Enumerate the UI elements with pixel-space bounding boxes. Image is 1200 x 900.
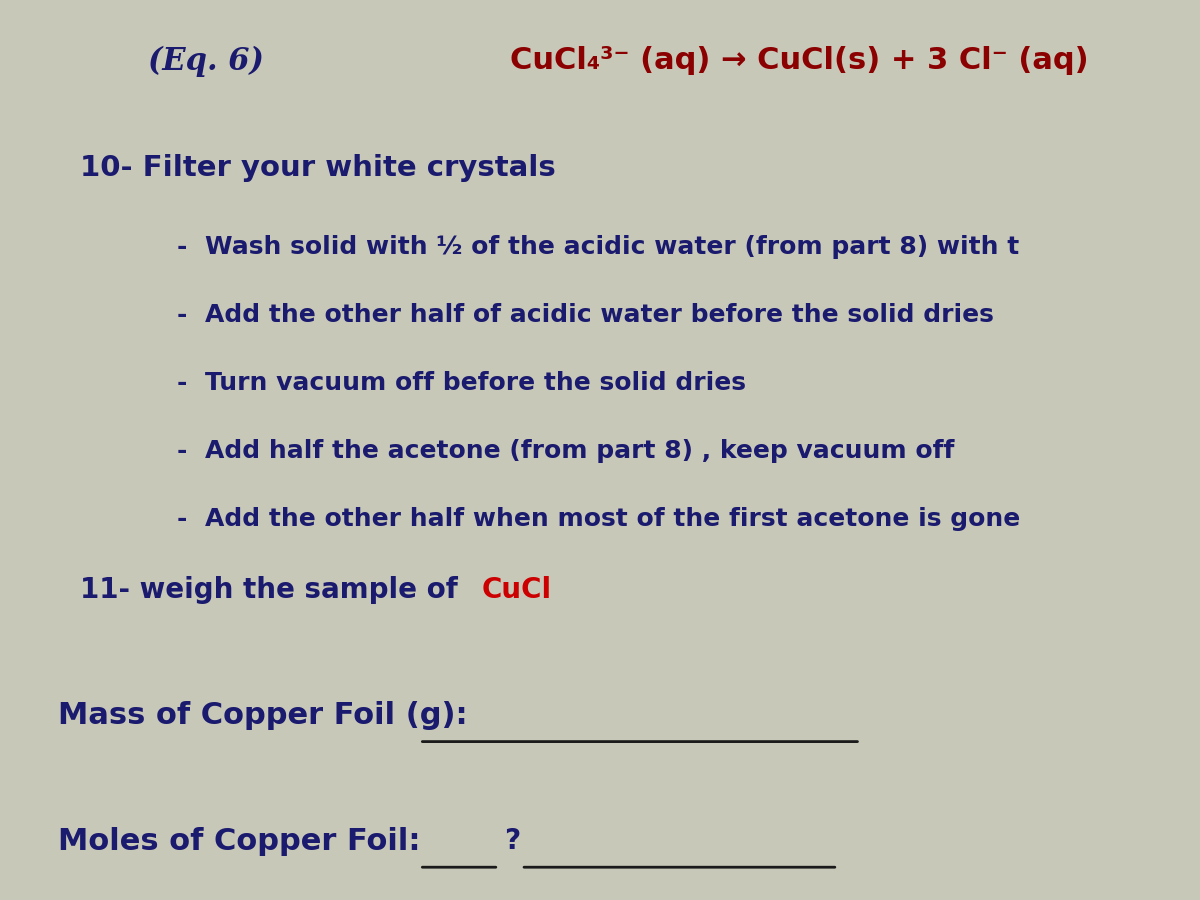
Text: ?: ? xyxy=(504,827,521,855)
Text: Add the other half when most of the first acetone is gone: Add the other half when most of the firs… xyxy=(205,508,1020,531)
Text: 11- weigh the sample of: 11- weigh the sample of xyxy=(80,576,468,604)
Text: -: - xyxy=(176,371,187,395)
Text: Add half the acetone (from part 8) , keep vacuum off: Add half the acetone (from part 8) , kee… xyxy=(205,439,954,464)
Text: -: - xyxy=(176,508,187,531)
Text: 10- Filter your white crystals: 10- Filter your white crystals xyxy=(80,154,557,182)
Text: Moles of Copper Foil:: Moles of Copper Foil: xyxy=(58,827,420,856)
Text: Turn vacuum off before the solid dries: Turn vacuum off before the solid dries xyxy=(205,371,746,395)
Text: -: - xyxy=(176,235,187,258)
Text: CuCl: CuCl xyxy=(481,576,552,604)
Text: -: - xyxy=(176,439,187,464)
Text: CuCl₄³⁻ (aq) → CuCl(s) + 3 Cl⁻ (aq): CuCl₄³⁻ (aq) → CuCl(s) + 3 Cl⁻ (aq) xyxy=(510,46,1088,76)
Text: Add the other half of acidic water before the solid dries: Add the other half of acidic water befor… xyxy=(205,303,994,327)
Text: (Eq. 6): (Eq. 6) xyxy=(149,46,264,77)
Text: -: - xyxy=(176,303,187,327)
Text: Mass of Copper Foil (g):: Mass of Copper Foil (g): xyxy=(58,701,468,730)
Text: Wash solid with ½ of the acidic water (from part 8) with t: Wash solid with ½ of the acidic water (f… xyxy=(205,235,1019,258)
